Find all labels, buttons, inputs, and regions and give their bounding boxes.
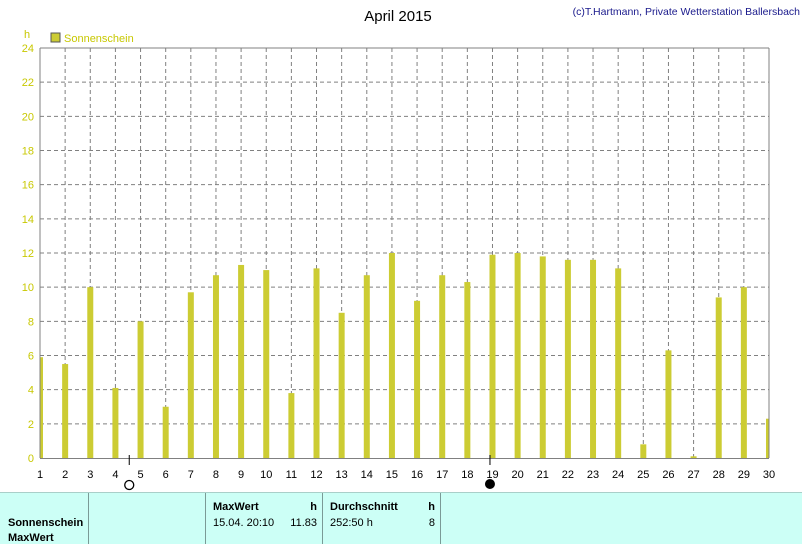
x-tick-label: 24 xyxy=(612,469,624,481)
avg-unit: h xyxy=(428,501,435,513)
summary-col-label: Sonnenschein MaxWert xyxy=(0,493,89,544)
chart-area: April 2015 (c)T.Hartmann, Private Wetter… xyxy=(22,6,801,491)
bar xyxy=(313,268,320,458)
x-tick-label: 29 xyxy=(738,469,750,481)
new-moon-icon xyxy=(484,479,495,489)
row-label-sonnenschein: Sonnenschein xyxy=(8,517,84,529)
x-tick-label: 14 xyxy=(361,469,373,481)
bar xyxy=(464,282,471,458)
bar xyxy=(489,254,496,458)
summary-panel: Sonnenschein MaxWert MaxWert h 15.04. 20… xyxy=(0,492,802,544)
chart-title: April 2015 xyxy=(364,8,432,25)
sunshine-chart: April 2015 (c)T.Hartmann, Private Wetter… xyxy=(22,6,801,491)
x-tick-label: 13 xyxy=(336,469,348,481)
summary-col-avg: Durchschnitt h 252:50 h 8 xyxy=(323,493,441,544)
legend-swatch xyxy=(50,32,61,43)
summary-col-empty xyxy=(89,493,206,544)
y-tick-label: 8 xyxy=(28,316,34,328)
bar xyxy=(615,268,622,458)
x-tick-label: 19 xyxy=(486,469,498,481)
bar xyxy=(439,275,446,458)
max-value: 11.83 xyxy=(290,517,317,529)
x-tick-label: 9 xyxy=(238,469,244,481)
x-tick-label: 15 xyxy=(386,469,398,481)
max-unit: h xyxy=(310,501,317,513)
x-tick-label: 20 xyxy=(511,469,523,481)
row-label-maxwert: MaxWert xyxy=(8,532,54,544)
y-tick-label: 6 xyxy=(28,351,34,363)
x-tick-label: 10 xyxy=(260,469,272,481)
x-tick-label: 3 xyxy=(87,469,93,481)
x-tick-label: 7 xyxy=(188,469,194,481)
x-tick-label: 28 xyxy=(713,469,725,481)
x-tick-label: 6 xyxy=(163,469,169,481)
x-tick-label: 30 xyxy=(763,469,775,481)
bar xyxy=(212,275,219,458)
x-tick-label: 5 xyxy=(137,469,143,481)
bar xyxy=(590,259,597,458)
bar xyxy=(564,259,571,458)
y-tick-label: 0 xyxy=(28,453,34,465)
y-tick-label: 18 xyxy=(22,146,34,158)
avg-count: 8 xyxy=(428,517,435,529)
bar xyxy=(514,253,521,458)
legend-label: Sonnenschein xyxy=(64,33,134,45)
bar xyxy=(740,287,747,458)
x-tick-label: 8 xyxy=(213,469,219,481)
avg-value: 252:50 h xyxy=(330,517,373,529)
bar xyxy=(187,292,194,458)
y-tick-label: 20 xyxy=(22,111,34,123)
summary-col-max: MaxWert h 15.04. 20:10 11.83 xyxy=(206,493,323,544)
y-tick-label: 24 xyxy=(22,43,34,55)
bar xyxy=(112,387,119,458)
bar xyxy=(414,300,421,458)
bar xyxy=(388,253,395,458)
x-tick-label: 27 xyxy=(687,469,699,481)
x-tick-label: 26 xyxy=(662,469,674,481)
bar xyxy=(137,321,144,458)
bar xyxy=(766,418,769,458)
x-tick-label: 11 xyxy=(286,469,297,481)
bar xyxy=(665,350,672,458)
x-tick-label: 2 xyxy=(62,469,68,481)
y-tick-label: 22 xyxy=(22,77,34,89)
y-tick-label: 14 xyxy=(22,214,34,226)
x-tick-label: 12 xyxy=(310,469,322,481)
bar xyxy=(238,264,245,458)
y-axis-unit: h xyxy=(24,29,30,41)
bar xyxy=(40,357,43,458)
credit-text: (c)T.Hartmann, Private Wetterstation Bal… xyxy=(573,6,801,18)
bar xyxy=(162,406,169,458)
x-tick-label: 23 xyxy=(587,469,599,481)
bar xyxy=(288,393,295,458)
bar xyxy=(715,297,722,458)
x-tick-label: 18 xyxy=(461,469,473,481)
bar xyxy=(87,287,94,458)
x-tick-label: 21 xyxy=(537,469,549,481)
max-header: MaxWert xyxy=(213,501,259,513)
bar xyxy=(338,312,345,458)
x-tick-label: 4 xyxy=(112,469,118,481)
x-tick-label: 16 xyxy=(411,469,423,481)
max-datetime: 15.04. 20:10 xyxy=(213,517,275,529)
bar xyxy=(690,456,697,458)
y-tick-label: 16 xyxy=(22,180,34,192)
full-moon-icon xyxy=(124,479,135,491)
avg-header: Durchschnitt xyxy=(330,501,398,513)
x-tick-label: 17 xyxy=(436,469,448,481)
x-tick-label: 22 xyxy=(562,469,574,481)
bar xyxy=(640,444,647,458)
x-tick-label: 1 xyxy=(37,469,43,481)
bar xyxy=(539,256,546,458)
bar xyxy=(263,270,270,458)
bar xyxy=(62,364,69,458)
y-tick-label: 2 xyxy=(28,419,34,431)
bar xyxy=(363,275,370,458)
y-tick-label: 10 xyxy=(22,282,34,294)
y-tick-label: 12 xyxy=(22,248,34,260)
x-tick-label: 25 xyxy=(637,469,649,481)
y-tick-label: 4 xyxy=(28,385,34,397)
